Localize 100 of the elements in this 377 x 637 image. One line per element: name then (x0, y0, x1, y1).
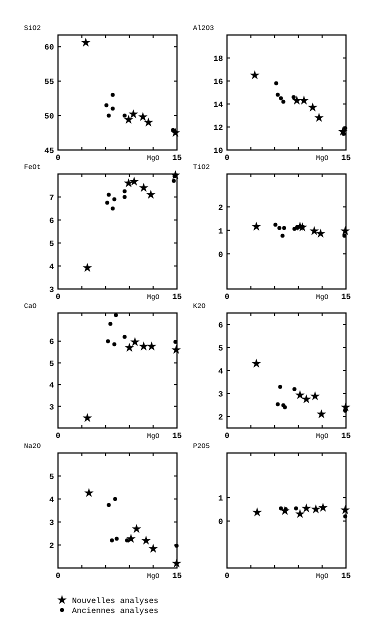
y-tick-label: 16 (213, 78, 224, 87)
point (343, 126, 348, 130)
x-tick-label: 15 (341, 154, 351, 163)
point (106, 502, 111, 507)
point (295, 509, 305, 518)
point (292, 387, 296, 392)
point (302, 394, 312, 404)
y-tick-label: 3 (49, 286, 54, 295)
point (112, 342, 116, 346)
point (124, 178, 134, 188)
y-tick-label: 2 (218, 204, 224, 213)
point (299, 96, 309, 105)
point (113, 497, 118, 501)
point (130, 337, 140, 346)
point (343, 514, 348, 518)
point (280, 234, 285, 238)
y-tick-label: 12 (213, 124, 224, 133)
point (343, 408, 348, 413)
y-tick-label: 10 (213, 147, 224, 156)
y-tick-label: 4 (49, 496, 54, 505)
point (294, 226, 299, 230)
point (278, 96, 283, 100)
point (250, 70, 260, 80)
y-tick-label: 4 (49, 382, 54, 391)
point (316, 409, 326, 418)
point (122, 334, 127, 339)
point (122, 114, 127, 118)
x-tick-label: 0 (56, 293, 61, 302)
point (81, 38, 91, 47)
point (278, 506, 283, 510)
x-tick-label: 15 (172, 572, 182, 581)
point (146, 341, 156, 350)
point (340, 226, 350, 236)
y-tick-label: 4 (218, 368, 224, 376)
point (311, 504, 321, 514)
point (282, 226, 286, 230)
point (106, 339, 110, 344)
legend-label: Nouvelles analyses (72, 597, 159, 606)
x-tick-label: 15 (341, 572, 351, 581)
point (148, 544, 158, 553)
y-tick-label: 6 (218, 322, 224, 330)
point (302, 503, 312, 512)
y-tick-label: 2 (49, 542, 54, 551)
x-tick-label: 15 (172, 432, 182, 441)
point (252, 358, 262, 368)
point (108, 322, 112, 326)
point (105, 200, 110, 205)
y-tick-label: 5 (49, 473, 54, 482)
point (281, 100, 286, 104)
y-tick-label: 55 (44, 78, 54, 88)
point (138, 182, 148, 192)
point (274, 81, 278, 86)
point (106, 192, 111, 197)
point (342, 132, 346, 136)
y-tick-label: 45 (44, 147, 54, 156)
x-tick-label: 0 (56, 572, 61, 581)
point (316, 228, 326, 238)
point (110, 106, 115, 111)
y-tick-label: 0 (218, 518, 224, 528)
y-tick-label: 2 (218, 414, 224, 422)
point (171, 344, 181, 354)
point (144, 117, 154, 126)
point (104, 103, 108, 108)
x-tick-label: 0 (224, 154, 230, 163)
point (124, 342, 134, 352)
point (340, 505, 350, 514)
y-tick-label: 0 (218, 250, 224, 260)
point (276, 92, 280, 97)
y-tick-label: 4 (49, 263, 54, 272)
point (125, 538, 130, 542)
y-tick-label: 14 (213, 101, 224, 110)
point (124, 114, 134, 124)
point (252, 507, 262, 516)
point (295, 390, 305, 400)
point (314, 112, 324, 122)
y-tick-label: 3 (49, 519, 54, 528)
x-tick-label: 0 (224, 572, 230, 581)
legend-label: Anciennes analyses (72, 607, 159, 616)
x-tick-label: 15 (172, 154, 182, 163)
point (273, 222, 278, 227)
point (122, 189, 127, 194)
y-tick-label: 5 (49, 240, 54, 249)
point (126, 534, 136, 543)
point (146, 190, 156, 199)
x-tick-label: 15 (172, 293, 182, 302)
point (310, 391, 320, 400)
point (110, 538, 114, 542)
y-tick-label: 1 (218, 227, 224, 236)
point (252, 222, 262, 231)
x-tick-label: 15 (341, 293, 351, 302)
point (278, 384, 282, 389)
y-tick-label: 3 (49, 403, 54, 412)
point (128, 109, 138, 118)
point (294, 506, 298, 510)
y-tick-label: 50 (44, 112, 54, 122)
x-tick-label: 15 (341, 432, 351, 441)
y-tick-label: 5 (49, 360, 54, 369)
point (292, 95, 296, 100)
point (174, 544, 179, 548)
y-tick-label: 6 (49, 217, 54, 226)
